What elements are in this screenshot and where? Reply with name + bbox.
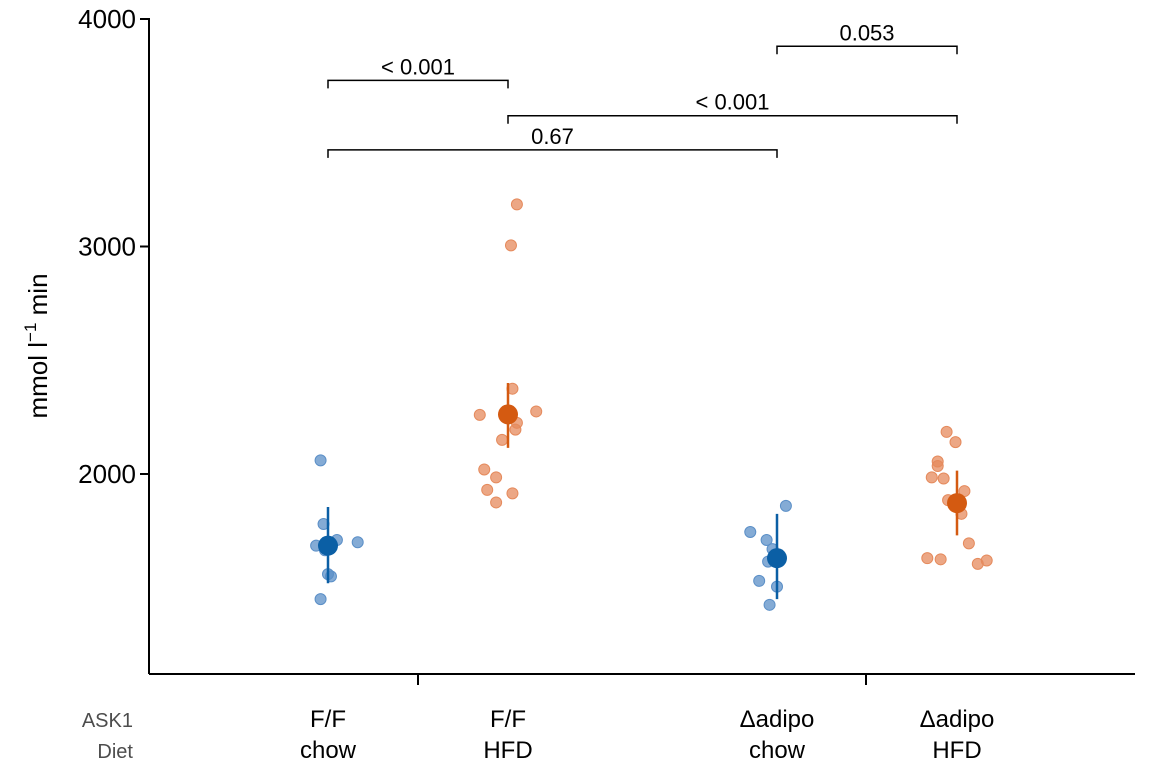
comparison-pvalue-0: < 0.001 (381, 54, 455, 79)
comparison-bracket-0 (327, 79, 509, 89)
data-point-g3-13 (971, 557, 984, 570)
category-ask1-label-2: Δadipo (740, 706, 815, 733)
data-point-g2-2 (760, 533, 773, 546)
y-tick-label-0: 2000 (78, 459, 136, 489)
data-point-g3-10 (921, 552, 934, 565)
data-point-g3-4 (925, 471, 938, 484)
y-tick-label-2: 4000 (78, 4, 136, 34)
comparison-pvalue-1: 0.053 (839, 20, 894, 45)
data-point-g2-1 (744, 526, 757, 539)
data-point-g1-8 (478, 463, 491, 476)
data-point-g3-5 (937, 472, 950, 485)
category-diet-label-1: HFD (483, 737, 532, 764)
category-diet-label-0: chow (300, 737, 357, 764)
data-point-g3-9 (962, 537, 975, 550)
comparison-bracket-1 (776, 45, 958, 55)
data-point-g1-12 (490, 496, 503, 509)
data-point-g1-11 (506, 487, 519, 500)
comparison-pvalue-2: < 0.001 (695, 90, 769, 115)
mean-point-2 (767, 548, 787, 569)
category-ask1-label-3: Δadipo (920, 706, 995, 733)
category-ask1-label-1: F/F (490, 706, 526, 733)
y-axis-title: mmol l−1 min (21, 273, 53, 418)
category-diet-label-3: HFD (932, 737, 981, 764)
data-point-g1-3 (473, 408, 486, 421)
data-point-g0-4 (351, 536, 364, 549)
mean-point-1 (498, 404, 518, 425)
y-axis-title-superscript: −1 (21, 323, 40, 342)
data-point-g1-7 (496, 433, 509, 446)
y-tick-label-1: 3000 (78, 232, 136, 262)
data-point-g3-1 (949, 436, 962, 449)
data-point-g1-0 (510, 198, 523, 211)
data-point-g3-11 (934, 553, 947, 566)
data-point-g0-0 (314, 454, 327, 467)
mean-point-0 (318, 535, 338, 556)
data-point-g1-1 (504, 239, 517, 252)
data-point-g1-9 (490, 471, 503, 484)
data-point-g1-4 (530, 405, 543, 418)
row-label-ask1: ASK1 (82, 710, 133, 732)
category-ask1-label-0: F/F (310, 706, 346, 733)
category-diet-label-2: chow (749, 737, 806, 764)
mean-point-3 (947, 493, 967, 514)
y-axis-title-tail: min (23, 273, 53, 322)
data-point-g3-0 (940, 425, 953, 438)
data-point-g2-7 (763, 598, 776, 611)
data-point-g2-0 (779, 499, 792, 512)
comparison-pvalue-3: 0.67 (531, 124, 574, 149)
data-point-g1-6 (509, 423, 522, 436)
comparison-bracket-2 (507, 114, 958, 124)
data-point-g2-5 (753, 574, 766, 587)
data-point-g0-8 (314, 593, 327, 606)
row-label-diet: Diet (97, 741, 133, 763)
data-point-g3-3 (931, 460, 944, 473)
comparison-bracket-3 (327, 149, 778, 158)
data-point-g1-10 (481, 483, 494, 496)
y-axis-title-main: mmol l (23, 342, 53, 419)
